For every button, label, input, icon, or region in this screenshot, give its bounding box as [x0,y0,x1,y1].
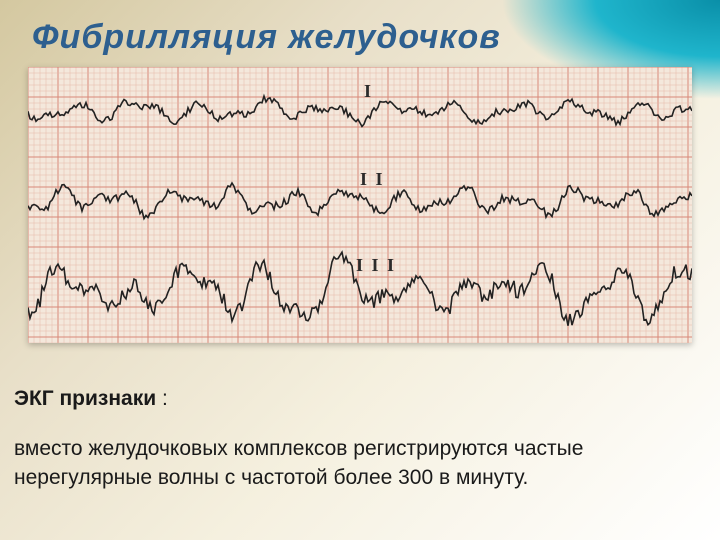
ecg-description: вместо желудочковых комплексов регистрир… [14,435,704,492]
ecg-signs-colon: : [156,387,168,410]
lead-label-3: I I I [356,255,396,276]
slide-title: Фибрилляция желудочков [0,0,720,67]
ecg-signs-line: ЭКГ признаки : [14,385,704,413]
lead-label-2: I I [360,169,385,190]
ecg-trace-lead-1 [28,96,692,126]
ecg-image: I I I I I I [28,67,692,343]
lead-label-1: I [364,81,373,102]
body-text: ЭКГ признаки : вместо желудочковых компл… [14,385,704,514]
ecg-signs-label: ЭКГ признаки [14,387,156,410]
ecg-traces [28,67,692,343]
